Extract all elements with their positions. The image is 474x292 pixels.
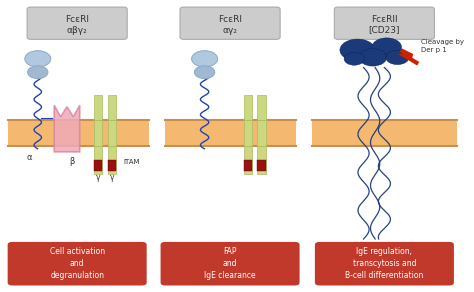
Text: αγ₂: αγ₂ — [223, 26, 237, 35]
Text: [CD23]: [CD23] — [369, 26, 400, 35]
Bar — [108, 120, 116, 146]
Bar — [108, 160, 116, 171]
FancyBboxPatch shape — [334, 7, 435, 39]
Text: αβγ₂: αβγ₂ — [67, 26, 88, 35]
Bar — [94, 146, 102, 174]
Text: γ: γ — [96, 173, 100, 182]
Bar — [165, 120, 296, 146]
Circle shape — [386, 50, 409, 65]
Text: FcεRII: FcεRII — [371, 15, 398, 24]
Circle shape — [194, 66, 215, 79]
Text: β: β — [69, 157, 74, 166]
Text: FcεRI: FcεRI — [218, 15, 242, 24]
Bar — [244, 146, 252, 174]
Bar — [257, 146, 266, 174]
Text: IgE regulation,
transcytosis and
B-cell differentiation: IgE regulation, transcytosis and B-cell … — [345, 247, 424, 280]
Bar — [257, 120, 266, 146]
FancyBboxPatch shape — [180, 7, 280, 39]
Circle shape — [340, 39, 375, 61]
Text: α: α — [27, 153, 32, 162]
Text: FAP
and
IgE clearance: FAP and IgE clearance — [204, 247, 256, 280]
FancyBboxPatch shape — [161, 242, 300, 286]
Bar — [108, 95, 116, 120]
Bar — [244, 160, 252, 171]
Bar — [108, 146, 116, 174]
Text: Cell activation
and
degranulation: Cell activation and degranulation — [50, 247, 105, 280]
Polygon shape — [54, 105, 80, 152]
Bar — [244, 120, 252, 146]
Bar — [94, 160, 102, 171]
Text: γ: γ — [109, 173, 114, 182]
Circle shape — [344, 53, 365, 65]
Bar — [94, 95, 102, 120]
Circle shape — [191, 51, 218, 67]
Circle shape — [25, 51, 51, 67]
FancyBboxPatch shape — [27, 7, 127, 39]
Text: Cleavage by
Der p 1: Cleavage by Der p 1 — [421, 39, 465, 53]
Bar — [257, 95, 266, 120]
Bar — [244, 95, 252, 120]
FancyBboxPatch shape — [8, 242, 146, 286]
Bar — [257, 160, 266, 171]
Bar — [8, 120, 149, 146]
Circle shape — [27, 66, 48, 79]
Bar — [312, 120, 457, 146]
Circle shape — [372, 38, 401, 56]
Circle shape — [359, 49, 387, 66]
Text: ITAM: ITAM — [124, 159, 140, 165]
Text: FcεRI: FcεRI — [65, 15, 89, 24]
Bar — [94, 120, 102, 146]
FancyBboxPatch shape — [315, 242, 454, 286]
